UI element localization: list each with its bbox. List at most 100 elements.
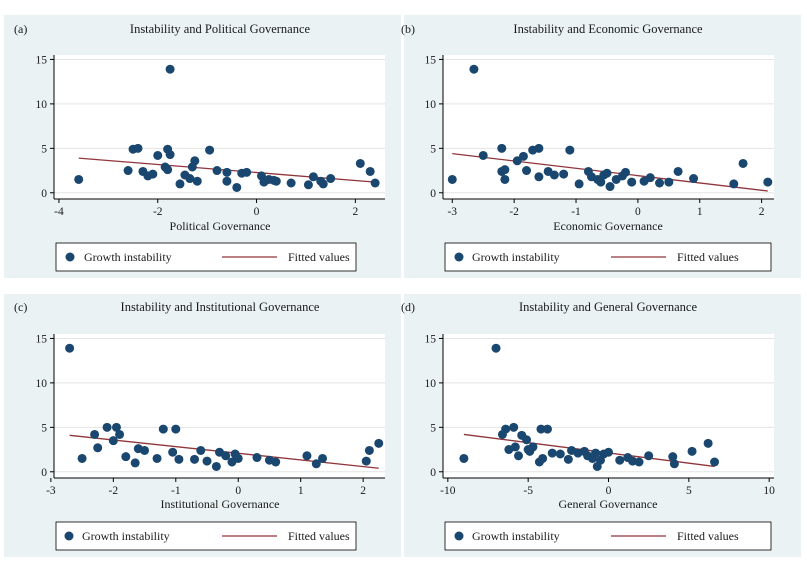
data-point xyxy=(202,456,212,466)
y-tick-label: 15 xyxy=(36,54,48,66)
y-tick-label: 5 xyxy=(430,422,436,434)
legend-label-fitted-values: Fitted values xyxy=(677,250,739,264)
data-point xyxy=(478,150,488,160)
data-point xyxy=(559,169,569,179)
data-point xyxy=(634,457,644,467)
data-point xyxy=(364,445,374,455)
x-tick-label: 1 xyxy=(697,206,703,218)
y-ticks: 0 5 10 15 xyxy=(425,54,443,200)
panel-label: (a) xyxy=(14,22,27,36)
data-point xyxy=(459,453,469,463)
data-point xyxy=(163,165,173,175)
legend-box xyxy=(444,242,772,272)
data-point xyxy=(77,453,87,463)
data-point xyxy=(168,447,178,457)
data-point xyxy=(222,176,232,186)
data-point xyxy=(668,452,678,462)
data-point xyxy=(591,448,601,458)
y-tick-label: 0 xyxy=(41,188,47,200)
data-point xyxy=(174,454,184,464)
gridlines xyxy=(443,337,774,473)
x-ticks: -3 -2 -1 0 1 2 xyxy=(46,478,366,497)
data-point xyxy=(500,174,510,184)
data-point xyxy=(111,422,121,432)
data-point xyxy=(152,453,162,463)
x-tick-label: -3 xyxy=(447,206,457,218)
chart-title: Instability and Institutional Governance xyxy=(121,300,320,314)
data-point xyxy=(509,422,519,432)
data-point xyxy=(232,182,242,192)
data-point xyxy=(121,452,131,462)
data-point xyxy=(542,424,552,434)
data-point xyxy=(148,169,158,179)
legend-box xyxy=(55,521,357,551)
data-point xyxy=(644,451,654,461)
data-point xyxy=(190,156,200,166)
data-point xyxy=(365,166,375,176)
data-point xyxy=(233,453,243,463)
data-point xyxy=(271,176,281,186)
x-axis-label: Institutional Governance xyxy=(161,497,280,511)
gridlines xyxy=(54,58,385,194)
x-tick-label: 2 xyxy=(759,206,765,218)
data-point xyxy=(65,343,75,353)
data-point xyxy=(158,424,168,434)
y-tick-label: 0 xyxy=(430,467,436,479)
data-point xyxy=(165,64,175,74)
data-point xyxy=(565,145,575,155)
data-point xyxy=(303,180,313,190)
x-axis-label: Political Governance xyxy=(170,219,271,233)
legend-box xyxy=(55,242,357,272)
points-layer xyxy=(459,343,720,471)
data-point xyxy=(222,167,232,177)
data-point xyxy=(605,182,615,192)
data-point xyxy=(538,453,548,463)
data-point xyxy=(171,424,181,434)
data-point xyxy=(93,443,103,453)
data-point xyxy=(123,166,133,176)
panel-general-governance: (d) Instability and General Governance 0… xyxy=(401,294,801,557)
data-point xyxy=(703,438,713,448)
y-ticks: 0 5 10 15 xyxy=(36,54,54,200)
data-point xyxy=(196,445,206,455)
panel-economic-governance: (b) Instability and Economic Governance … xyxy=(401,15,801,278)
data-point xyxy=(536,424,546,434)
legend-label-growth-instability: Growth instability xyxy=(84,250,172,264)
data-point xyxy=(491,343,501,353)
chart-title: Instability and Economic Governance xyxy=(513,22,703,36)
legend-label-growth-instability: Growth instability xyxy=(82,529,170,543)
panel-label: (d) xyxy=(401,300,415,314)
data-point xyxy=(115,429,125,439)
data-point xyxy=(74,174,84,184)
legend-label-growth-instability: Growth instability xyxy=(472,250,560,264)
x-tick-label: -1 xyxy=(571,206,581,218)
data-point xyxy=(252,453,262,463)
y-tick-label: 5 xyxy=(41,143,47,155)
legend-marker-growth-instability xyxy=(454,252,464,262)
y-ticks: 0 5 10 15 xyxy=(36,333,54,479)
data-point xyxy=(212,166,222,176)
data-point xyxy=(318,179,328,189)
data-point xyxy=(627,177,637,187)
legend: Growth instability Fitted values xyxy=(55,521,357,551)
x-tick-label: 0 xyxy=(606,485,612,497)
x-tick-label: 2 xyxy=(360,485,366,497)
data-point xyxy=(370,178,380,188)
x-tick-label: 0 xyxy=(235,485,241,497)
x-tick-label: -3 xyxy=(46,485,56,497)
x-tick-label: 5 xyxy=(686,485,692,497)
data-point xyxy=(522,166,532,176)
y-tick-label: 15 xyxy=(425,333,437,345)
data-point xyxy=(689,174,699,184)
data-point xyxy=(500,165,510,175)
data-point xyxy=(615,455,625,465)
panel-political-governance: (a) Instability and Political Governance… xyxy=(4,15,401,278)
x-ticks: -4 -2 0 2 xyxy=(54,199,358,218)
x-tick-label: -2 xyxy=(109,485,119,497)
x-axis-label: Economic Governance xyxy=(553,219,663,233)
data-point xyxy=(175,179,185,189)
x-tick-label: -1 xyxy=(171,485,181,497)
data-point xyxy=(497,143,507,153)
y-tick-label: 5 xyxy=(430,143,436,155)
data-point xyxy=(374,438,384,448)
